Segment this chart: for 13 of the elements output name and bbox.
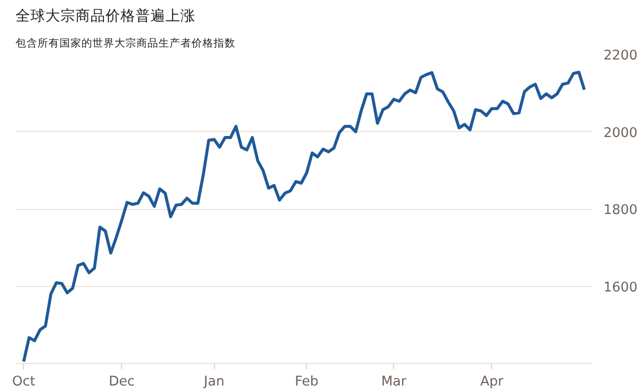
- x-tick-label: Mar: [381, 374, 407, 390]
- x-tick-label: Feb: [294, 374, 319, 390]
- chart-subtitle: 包含所有国家的世界大宗商品生产者价格指数: [16, 36, 236, 50]
- y-tick-label: 2200: [604, 48, 638, 64]
- y-tick-label: 2000: [604, 126, 638, 141]
- y-tick-label: 1800: [604, 203, 638, 218]
- line-series: [22, 70, 586, 364]
- chart-title: 全球大宗商品价格普遍上涨: [16, 8, 196, 24]
- x-tick-label: Oct: [12, 374, 36, 390]
- x-tick-label: Dec: [108, 374, 135, 390]
- x-tick-label: Apr: [480, 374, 504, 390]
- y-tick-label: 1600: [604, 280, 638, 296]
- x-tick-label: Jan: [202, 374, 224, 390]
